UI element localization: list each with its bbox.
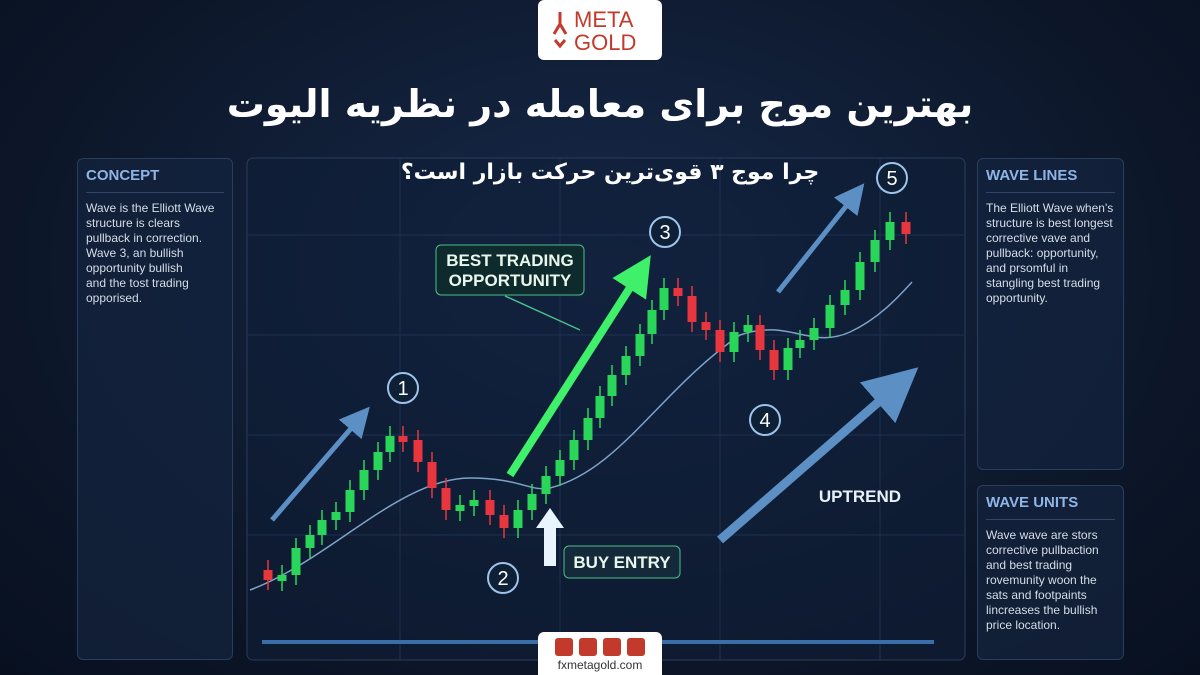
candle-body	[673, 288, 683, 296]
candle-body	[809, 328, 819, 340]
panel-title: CONCEPT	[86, 167, 224, 193]
panel-text: rovemunity woon the	[986, 573, 1097, 587]
panel-text: opportunity.	[986, 291, 1048, 305]
panel-text: pullback: opportunity,	[986, 246, 1099, 260]
wave-number: 4	[759, 410, 770, 432]
callout: BEST TRADING	[446, 251, 574, 270]
candle-body	[317, 520, 327, 535]
candle-body	[569, 440, 579, 460]
wave-badge	[487, 562, 519, 594]
candle-body	[398, 436, 408, 442]
candle-body	[541, 476, 551, 494]
footer: fxmetagold.com	[538, 632, 662, 675]
candle-body	[901, 222, 911, 234]
candle-body	[635, 334, 645, 356]
candle-body	[783, 348, 793, 370]
candle-body	[659, 288, 669, 310]
social-icons	[538, 638, 662, 656]
panel-text: and prsomful in	[986, 261, 1069, 275]
footer-url: fxmetagold.com	[557, 658, 643, 672]
title: بهترین موج برای معامله در نظریه الیوت	[226, 82, 974, 126]
panel: WAVE UNITS Wave wave are stors corrective …	[977, 485, 1124, 660]
candle-body	[647, 310, 657, 334]
logo-bottom: GOLD	[574, 30, 636, 55]
candle-body	[621, 356, 631, 375]
candle-body	[743, 325, 753, 332]
panel-text: corrective vave and	[986, 231, 1091, 245]
candle-body	[455, 505, 465, 511]
candle-body	[729, 332, 739, 352]
panel-title: WAVE LINES	[986, 167, 1115, 193]
panel-text: Wave is the Elliott Wave	[86, 201, 215, 215]
candle-body	[870, 240, 880, 262]
candle-body	[359, 470, 369, 490]
panel-text: and best trading	[986, 558, 1073, 572]
candle-body	[277, 575, 287, 581]
panel-text: Wave wave are stors	[986, 528, 1098, 542]
panel-text: structure is best longest	[986, 216, 1113, 230]
panel-title: WAVE UNITS	[986, 494, 1115, 520]
candle-body	[701, 322, 711, 330]
candle-body	[469, 500, 479, 506]
candle-body	[385, 436, 395, 452]
candle-body	[825, 305, 835, 328]
candle-body	[769, 350, 779, 370]
panel-text: price location.	[986, 618, 1061, 632]
wave-badge	[387, 372, 419, 404]
wave-number: 5	[886, 168, 897, 190]
candle-body	[687, 296, 697, 322]
wave-badge	[876, 162, 908, 194]
wave-number: 3	[659, 222, 670, 244]
panel-text: corrective pullbaction	[986, 543, 1099, 557]
panel-text: and the tost trading	[86, 276, 189, 290]
panel-text: pullback in correction.	[86, 231, 203, 245]
callout: BUY ENTRY	[573, 553, 671, 572]
panel-text: structure is clears	[86, 216, 181, 230]
candle-body	[305, 535, 315, 548]
panel: CONCEPT Wave is the Elliott Wave structure…	[77, 158, 233, 660]
candle-body	[485, 500, 495, 515]
candle-body	[715, 330, 725, 352]
logo-mark: META GOLD	[552, 7, 636, 55]
candle-body	[427, 462, 437, 488]
candle-body	[607, 375, 617, 396]
panel-text: stangling best trading	[986, 276, 1101, 290]
candle-body	[513, 510, 523, 528]
wave-number: 2	[497, 568, 508, 590]
panel-text: opportunity bullish	[86, 261, 183, 275]
candle-body	[499, 515, 509, 528]
candle-body	[527, 494, 537, 510]
candle-body	[840, 290, 850, 305]
candle-body	[555, 460, 565, 476]
logo-top: META	[574, 7, 634, 32]
candle-body	[595, 396, 605, 418]
candle-body	[373, 452, 383, 470]
candle-body	[291, 548, 301, 575]
logo: META GOLD	[538, 0, 662, 60]
panel-text: lincreases the bullish	[986, 603, 1098, 617]
candle-body	[441, 488, 451, 510]
wave-number: 1	[397, 378, 408, 400]
candle-body	[413, 440, 423, 462]
panel-text: The Elliott Wave when's	[986, 201, 1114, 215]
candle-body	[583, 418, 593, 440]
subtitle: چرا موج ۳ قوی‌ترین حرکت بازار است؟	[400, 160, 820, 185]
panel-text: sats and footpaints	[986, 588, 1087, 602]
panel-text: opporised.	[86, 291, 143, 305]
candle-body	[795, 340, 805, 348]
callout: UPTREND	[819, 487, 901, 506]
callout: OPPORTUNITY	[449, 271, 572, 290]
candle-body	[755, 325, 765, 350]
wave-badge	[649, 216, 681, 248]
panel-text: Wave 3, an bullish	[86, 246, 184, 260]
candle-body	[331, 512, 341, 520]
panel: WAVE LINES The Elliott Wave when's structu…	[977, 158, 1124, 470]
candle-body	[263, 570, 273, 580]
candle-body	[345, 490, 355, 512]
candle-body	[885, 222, 895, 240]
wave-badge	[749, 404, 781, 436]
candle-body	[855, 262, 865, 290]
